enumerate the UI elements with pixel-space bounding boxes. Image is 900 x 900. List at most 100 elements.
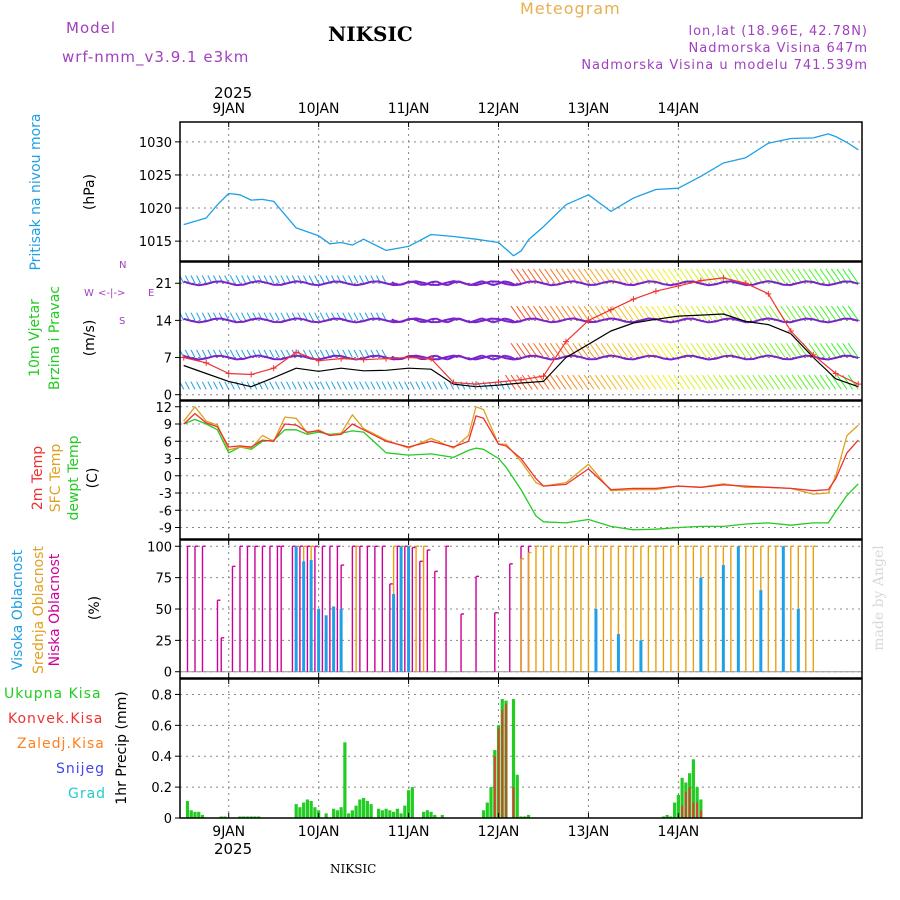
gust-marker [787,328,794,334]
precip-total-bar [699,799,703,818]
wind-barb [224,381,230,390]
precip-total-bar [406,790,411,818]
precip-total-bar [377,808,381,818]
precip-convective-bar [681,805,684,818]
wind-barb [735,305,747,321]
wind-barb [667,305,679,321]
wind-barb [510,305,522,321]
wind-barb [780,305,792,321]
precip-total-bar [309,801,313,818]
wind-barb [538,305,550,321]
precip-total-bar [294,804,298,818]
wind-barb [814,305,825,321]
wind-barb [808,268,820,284]
wind-barb [364,381,370,390]
wind-barb [319,275,325,284]
wind-barb [503,317,510,321]
wind-barb [224,349,230,358]
wind-barb [263,381,269,390]
wind-barb [606,374,617,390]
wind-barb [235,312,241,321]
wind-barb [516,305,528,321]
gust-marker [225,370,232,377]
wind-barb [628,342,640,358]
wind-barb [746,342,758,358]
precip-total-bar [676,794,680,818]
compass-e: E [148,288,155,299]
wind-barb [639,374,651,390]
wind-barb [314,349,320,358]
compass-n: N [119,260,127,271]
wind-barb [224,312,230,321]
wind-barb [486,319,494,324]
wind-barb [544,305,556,321]
wind-barb [499,381,505,390]
wind-barb [673,374,685,390]
precip-convective-bar [696,802,699,818]
wind-barb [797,374,809,390]
wind-barb [477,381,483,390]
precip-legend-zaledj: Zaledj.Kisa [17,736,105,752]
gust-marker [360,356,367,363]
precip-total-bar [339,807,343,818]
wind-barb [347,349,353,358]
wind-barb [696,305,707,321]
wind-barb [263,349,269,358]
frame-layer [175,121,863,819]
gust-marker [630,296,637,303]
cloud-high-bar [399,546,403,672]
wind-barb [516,268,528,284]
wind-barb [741,374,752,390]
wind-barb [735,374,747,390]
precip-total-bar [425,810,429,818]
wind-barb [510,268,522,284]
wind-barb [566,374,578,390]
wind-barb [229,275,235,284]
precip-total-bar [523,816,527,818]
tick-label-layer: 1015102010251030071421-9-6-3036912025507… [139,101,699,840]
wind-barb [780,342,792,358]
pressure-line [183,133,859,257]
wind-barb [549,374,561,390]
precip-total-bar [257,816,261,818]
wind-barb [752,342,764,358]
cloud-high-bar [796,609,800,672]
wind-barb [503,354,510,358]
wind-barb [196,349,202,358]
cloud-high-bar [309,560,313,672]
cloud-high-bar [339,609,343,672]
wind-barb [746,374,758,390]
wind-barb [308,381,314,390]
wind-barb [578,305,589,321]
precip-total-bar [680,777,684,818]
wind-barb [492,319,499,324]
wind-barb [241,381,247,390]
wind-barb [432,381,438,390]
y-tick-label: 0.2 [151,781,172,796]
wind-barb [578,374,589,390]
gust-marker [495,378,502,385]
gust-marker [450,379,457,386]
precip-total-bar [253,816,257,818]
y-tick-label: 0 [164,470,172,485]
wind-barb [475,280,482,285]
precip-total-bar [489,787,493,818]
wind-barb [263,275,269,284]
y-tick-label: 14 [155,314,172,329]
wind-barb [662,268,674,284]
wind-barb [430,317,437,321]
cloud-high-bar [639,640,643,672]
wind-barb [589,268,601,284]
wind-barb [769,305,780,321]
gust-marker [315,357,322,364]
y-tick-label: 1015 [139,235,172,250]
gust-marker [652,288,659,295]
wind-barb [763,342,775,358]
wind-barb [549,342,561,358]
wind-barb [190,275,196,284]
wind-barb [280,275,286,284]
wind-barb [347,381,353,390]
wind-barb [370,381,376,390]
wind-barb [628,268,640,284]
wind-barb [623,268,634,284]
